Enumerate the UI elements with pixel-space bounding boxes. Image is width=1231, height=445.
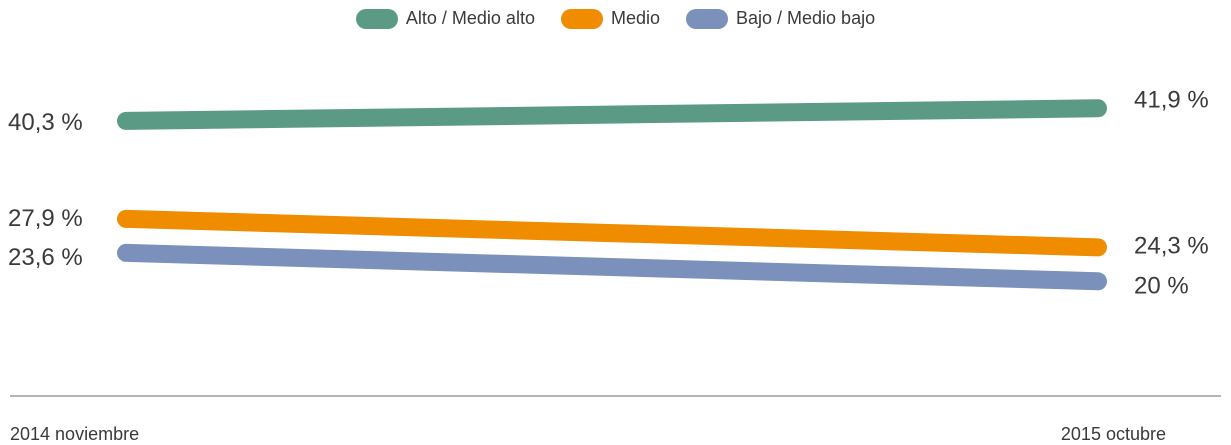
data-label-alto-medio-alto-start: 40,3 % [8, 109, 83, 136]
legend-swatch-bajo-medio-bajo [686, 8, 728, 29]
data-label-medio-end: 24,3 % [1134, 232, 1209, 259]
data-label-bajo-medio-bajo-start: 23,6 % [8, 244, 83, 271]
series-line-bajo-medio-bajo [117, 243, 1107, 291]
x-tick-label-start: 2014 noviembre [10, 424, 140, 444]
legend-label-alto-medio-alto: Alto / Medio alto [405, 8, 535, 28]
data-label-alto-medio-alto-end: 41,9 % [1134, 86, 1209, 113]
legend: Alto / Medio alto Medio Bajo / Medio bajo [0, 8, 1231, 29]
legend-swatch-alto-medio-alto [355, 8, 398, 29]
legend-swatch-medio [560, 8, 603, 29]
legend-label-medio: Medio [610, 8, 660, 28]
legend-label-bajo-medio-bajo: Bajo / Medio bajo [736, 8, 876, 28]
x-tick-label-end: 2015 octubre [1060, 424, 1166, 444]
series-line-alto-medio-alto [117, 99, 1107, 130]
legend-item-bajo-medio-bajo: Bajo / Medio bajo [686, 8, 875, 29]
legend-item-alto-medio-alto: Alto / Medio alto [355, 8, 535, 29]
data-label-bajo-medio-bajo-end: 20 % [1134, 272, 1189, 299]
data-label-medio-start: 27,9 % [8, 205, 83, 232]
series-line-medio [117, 209, 1107, 257]
legend-item-medio: Medio [560, 8, 660, 29]
